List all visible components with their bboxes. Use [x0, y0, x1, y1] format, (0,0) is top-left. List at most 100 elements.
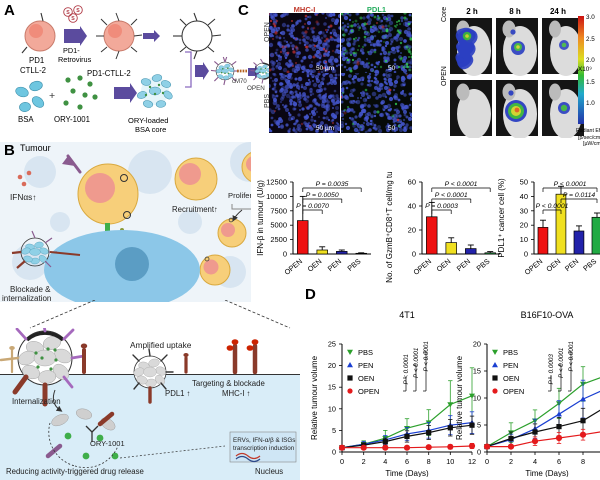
svg-text:Relative tumour volume: Relative tumour volume — [310, 355, 319, 440]
svg-text:OEN: OEN — [544, 257, 562, 274]
svg-text:ORY-loaded: ORY-loaded — [128, 116, 168, 125]
svg-text:4: 4 — [533, 457, 537, 466]
svg-text:20: 20 — [408, 226, 416, 235]
svg-text:PD1-: PD1- — [63, 46, 80, 55]
svg-text:P = 0.0003: P = 0.0003 — [548, 354, 555, 385]
svg-text:5000: 5000 — [270, 221, 287, 230]
svg-text:OPEN: OPEN — [358, 387, 379, 396]
svg-text:2500: 2500 — [270, 235, 287, 244]
svg-text:Time (Days): Time (Days) — [525, 469, 569, 477]
svg-text:20: 20 — [328, 361, 336, 370]
svg-text:OPEN: OPEN — [523, 257, 545, 277]
svg-text:P < 0.0001: P < 0.0001 — [558, 348, 565, 378]
svg-text:6: 6 — [405, 457, 409, 466]
svg-text:PEN: PEN — [326, 257, 343, 274]
svg-text:60: 60 — [408, 178, 416, 187]
svg-text:IFNαs↑: IFNαs↑ — [10, 192, 36, 202]
svg-text:Blockade &: Blockade & — [10, 285, 51, 294]
svg-text:40: 40 — [520, 192, 528, 201]
svg-text:20: 20 — [473, 340, 481, 349]
svg-text:6: 6 — [557, 457, 561, 466]
svg-text:B16F10-OVA: B16F10-OVA — [521, 310, 574, 320]
svg-text:P < 0.0001: P < 0.0001 — [445, 181, 478, 188]
svg-text:0: 0 — [477, 448, 481, 457]
svg-text:7500: 7500 — [270, 206, 287, 215]
svg-text:PEN: PEN — [358, 361, 373, 370]
svg-text:+: + — [49, 90, 55, 102]
svg-text:P < 0.0001: P < 0.0001 — [536, 203, 569, 210]
svg-text:P = 0.0114: P = 0.0114 — [563, 192, 596, 199]
svg-text:PEN: PEN — [563, 257, 580, 274]
svg-text:0: 0 — [412, 250, 416, 259]
svg-text:8: 8 — [581, 457, 585, 466]
svg-text:cM70: cM70 — [232, 79, 247, 85]
svg-text:Recruitment↑: Recruitment↑ — [172, 205, 218, 214]
svg-text:IFN-β in tumour (U/g): IFN-β in tumour (U/g) — [256, 180, 265, 256]
svg-text:50: 50 — [520, 178, 528, 187]
svg-text:10: 10 — [328, 404, 336, 413]
svg-text:2: 2 — [509, 457, 513, 466]
svg-text:10000: 10000 — [266, 192, 287, 201]
svg-text:20: 20 — [520, 221, 528, 230]
svg-text:P < 0.0001: P < 0.0001 — [423, 341, 430, 371]
svg-text:ORY-1001: ORY-1001 — [90, 439, 125, 448]
svg-text:S: S — [76, 8, 80, 14]
svg-text:P = 0.0003: P = 0.0003 — [425, 203, 458, 210]
svg-text:PBS: PBS — [581, 257, 598, 273]
svg-text:OPEN: OPEN — [247, 85, 265, 92]
svg-text:8: 8 — [427, 457, 431, 466]
svg-text:10: 10 — [520, 235, 528, 244]
svg-text:P < 0.0001: P < 0.0001 — [413, 348, 420, 378]
svg-text:5: 5 — [332, 426, 336, 435]
svg-text:S: S — [66, 10, 70, 16]
svg-text:OPEN: OPEN — [411, 257, 433, 277]
svg-text:BSA core: BSA core — [135, 125, 166, 134]
svg-text:15: 15 — [473, 367, 481, 376]
svg-text:PDL1 ↑: PDL1 ↑ — [165, 389, 191, 398]
svg-text:Nucleus: Nucleus — [255, 467, 283, 476]
svg-text:CTLL-2: CTLL-2 — [20, 66, 46, 75]
svg-text:OEN: OEN — [435, 257, 453, 274]
svg-text:P < 0.0001: P < 0.0001 — [568, 341, 575, 371]
svg-text:ERVs, IFN-α/β & ISGs: ERVs, IFN-α/β & ISGs — [233, 437, 295, 444]
svg-text:OPEN: OPEN — [282, 257, 304, 277]
svg-text:P < 0.0001: P < 0.0001 — [403, 354, 410, 384]
svg-text:MHC-I ↑: MHC-I ↑ — [222, 389, 251, 398]
svg-text:2: 2 — [362, 457, 366, 466]
svg-text:0: 0 — [332, 448, 336, 457]
svg-text:PBS: PBS — [475, 257, 492, 273]
svg-text:Time (Days): Time (Days) — [385, 469, 429, 477]
svg-text:Targeting & blockade: Targeting & blockade — [192, 379, 265, 388]
svg-text:transcription induction: transcription induction — [233, 445, 295, 452]
svg-text:P < 0.0001: P < 0.0001 — [554, 181, 587, 188]
svg-text:0: 0 — [524, 250, 528, 259]
svg-text:4: 4 — [383, 457, 387, 466]
svg-text:15: 15 — [328, 383, 336, 392]
svg-text:PD1-CTLL-2: PD1-CTLL-2 — [87, 69, 131, 78]
svg-text:5: 5 — [477, 421, 481, 430]
svg-text:P = 0.0070: P = 0.0070 — [296, 203, 329, 210]
svg-text:30: 30 — [520, 206, 528, 215]
svg-text:Retrovirus: Retrovirus — [58, 55, 92, 64]
svg-text:PEN: PEN — [455, 257, 472, 274]
svg-text:40: 40 — [408, 202, 416, 211]
svg-text:PBS: PBS — [346, 257, 363, 273]
svg-text:Amplified uptake: Amplified uptake — [130, 340, 192, 350]
svg-text:0: 0 — [340, 457, 344, 466]
svg-text:PDL1⁺ cancer cell (%): PDL1⁺ cancer cell (%) — [497, 178, 506, 258]
svg-text:OEN: OEN — [503, 374, 519, 383]
svg-text:PBS: PBS — [503, 348, 518, 357]
svg-text:S: S — [71, 16, 75, 22]
svg-text:BSA: BSA — [18, 115, 34, 124]
svg-text:OPEN: OPEN — [503, 387, 524, 396]
svg-text:P = 0.0035: P = 0.0035 — [316, 181, 349, 188]
svg-text:OEN: OEN — [306, 257, 324, 274]
svg-text:ORY-1001: ORY-1001 — [54, 115, 90, 124]
svg-text:0: 0 — [283, 250, 287, 259]
svg-text:Proliferation↑: Proliferation↑ — [228, 191, 251, 200]
svg-text:10: 10 — [473, 394, 481, 403]
svg-text:No. of GzmB⁺CD8⁺T cell/mg tumo: No. of GzmB⁺CD8⁺T cell/mg tumour — [385, 172, 394, 283]
svg-text:P = 0.0050: P = 0.0050 — [306, 192, 339, 199]
svg-text:P < 0.0001: P < 0.0001 — [435, 192, 468, 199]
svg-text:PEN: PEN — [503, 361, 518, 370]
